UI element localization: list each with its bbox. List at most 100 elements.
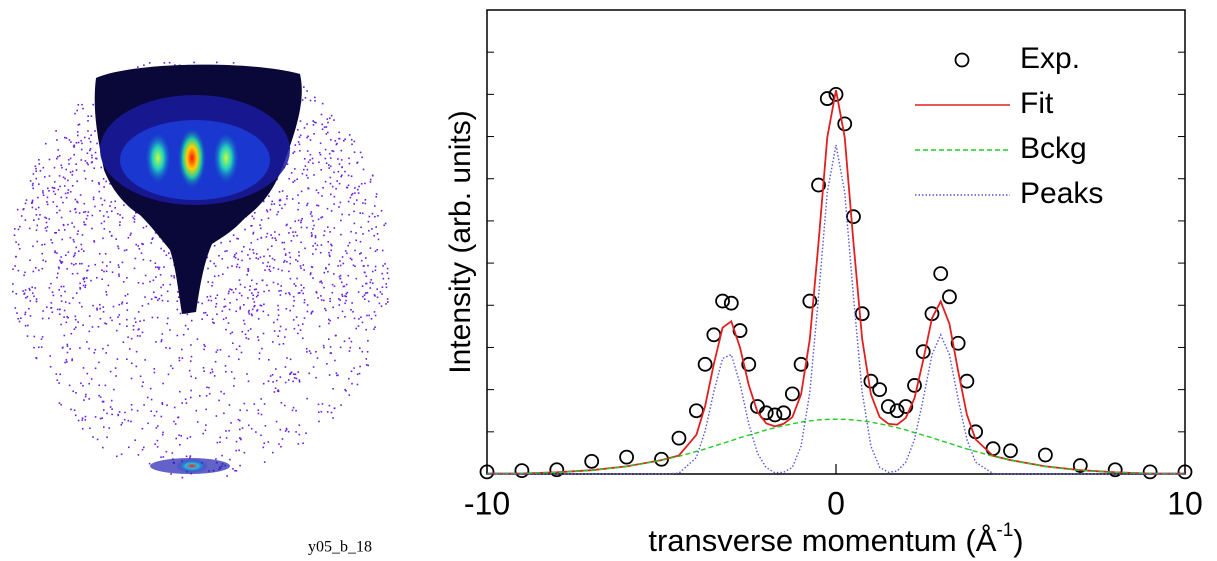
count-dot [284, 336, 286, 338]
count-dot [79, 194, 82, 196]
count-dot [277, 304, 279, 307]
count-dot [364, 292, 367, 294]
count-dot [207, 299, 210, 302]
count-dot [281, 207, 283, 210]
count-dot [106, 412, 108, 415]
count-dot [189, 360, 192, 362]
count-dot [266, 210, 269, 213]
count-dot [71, 273, 74, 275]
count-dot [116, 358, 119, 360]
count-dot [23, 274, 25, 277]
count-dot [337, 158, 339, 160]
count-dot [289, 309, 291, 312]
count-dot [119, 224, 121, 226]
count-dot [60, 323, 62, 326]
series-line [487, 89, 1185, 475]
count-dot [80, 243, 83, 246]
count-dot [86, 152, 89, 154]
count-dot [15, 255, 17, 258]
count-dot [32, 182, 34, 185]
count-dot [289, 256, 292, 259]
count-dot [285, 292, 287, 295]
count-dot [104, 253, 107, 255]
count-dot [173, 276, 176, 279]
count-dot [98, 181, 100, 184]
count-dot [155, 276, 157, 278]
count-dot [353, 203, 355, 205]
count-dot [211, 285, 213, 287]
count-dot [310, 312, 313, 315]
count-dot [64, 290, 66, 293]
count-dot [72, 390, 74, 393]
count-dot [101, 204, 104, 206]
count-dot [82, 278, 85, 281]
count-dot [141, 448, 144, 451]
count-dot [319, 281, 321, 283]
count-dot [77, 104, 80, 106]
count-dot [93, 167, 95, 169]
count-dot [321, 128, 324, 130]
count-dot [307, 135, 309, 138]
count-dot [337, 317, 339, 319]
count-dot [99, 307, 101, 310]
count-dot [275, 368, 277, 370]
exp-point [1107, 462, 1123, 478]
count-dot [259, 224, 261, 226]
count-dot [65, 137, 68, 139]
count-dot [303, 299, 306, 301]
count-dot [141, 385, 144, 388]
count-dot [384, 263, 386, 265]
count-dot [284, 254, 287, 256]
count-dot [93, 241, 96, 243]
count-dot [325, 309, 327, 312]
count-dot [86, 341, 88, 343]
count-dot [231, 289, 233, 291]
count-dot [131, 362, 133, 365]
count-dot [250, 242, 253, 244]
count-dot [292, 235, 295, 237]
count-dot [203, 348, 205, 351]
count-dot [266, 265, 268, 268]
count-dot [69, 236, 72, 239]
count-dot [263, 255, 265, 258]
count-dot [211, 368, 213, 371]
count-dot [332, 417, 334, 419]
count-dot [105, 180, 107, 183]
count-dot [352, 264, 355, 267]
count-dot [156, 446, 159, 448]
count-dot [238, 345, 241, 347]
count-dot [341, 295, 344, 297]
count-dot [156, 316, 159, 319]
count-dot [369, 178, 372, 181]
count-dot [162, 431, 164, 434]
count-dot [235, 310, 237, 313]
count-dot [290, 371, 293, 374]
exp-point [776, 405, 792, 421]
count-dot [17, 228, 20, 231]
count-dot [263, 403, 266, 405]
count-dot [122, 281, 125, 283]
count-dot [87, 211, 90, 213]
count-dot [56, 139, 58, 141]
count-dot [263, 461, 266, 463]
count-dot [151, 238, 153, 240]
exp-point [697, 356, 713, 372]
count-dot [82, 277, 85, 280]
count-dot [33, 295, 35, 298]
count-dot [279, 294, 282, 296]
count-dot [345, 390, 347, 392]
count-dot [71, 170, 74, 173]
count-dot [278, 290, 280, 292]
count-dot [251, 308, 254, 311]
count-dot [253, 305, 255, 308]
count-dot [315, 292, 318, 294]
count-dot [149, 387, 152, 390]
count-dot [310, 235, 313, 238]
count-dot [70, 141, 72, 143]
count-dot [361, 285, 364, 287]
count-dot [74, 315, 77, 318]
count-dot [351, 192, 354, 195]
count-dot [195, 409, 198, 412]
count-dot [228, 429, 230, 432]
count-dot [302, 442, 304, 444]
